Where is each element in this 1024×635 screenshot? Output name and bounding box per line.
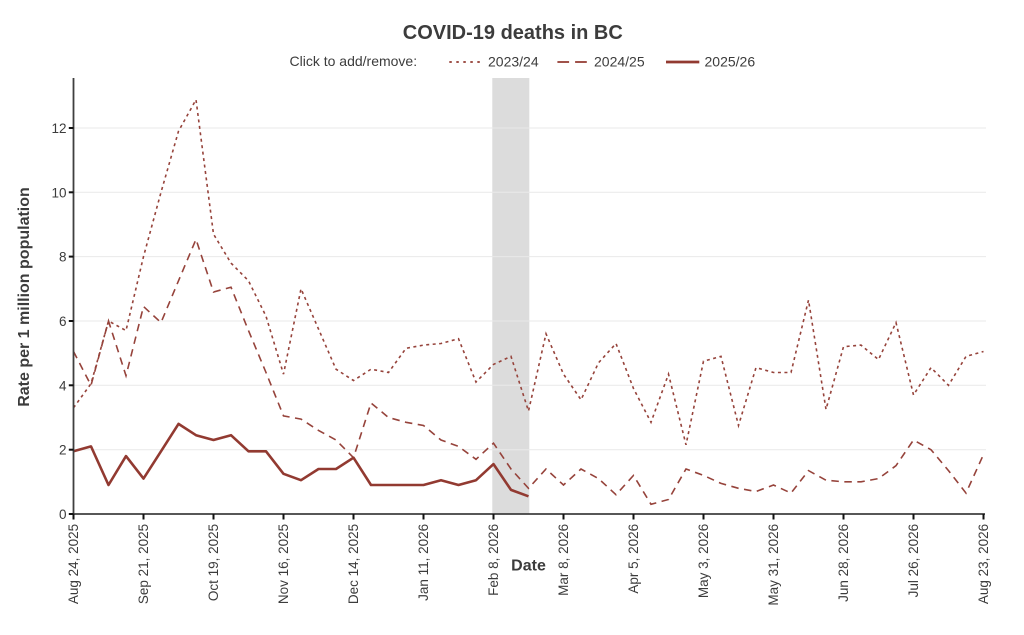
svg-text:2023/24: 2023/24 [488,54,539,70]
svg-text:Oct 19, 2025: Oct 19, 2025 [206,524,221,601]
svg-text:Dec 14, 2025: Dec 14, 2025 [346,524,361,604]
svg-text:Jul 26, 2026: Jul 26, 2026 [906,524,921,598]
svg-text:COVID-19 deaths in BC: COVID-19 deaths in BC [403,22,623,44]
svg-text:2024/25: 2024/25 [594,54,645,70]
svg-text:0: 0 [59,507,67,522]
svg-text:Nov 16, 2025: Nov 16, 2025 [276,524,291,604]
svg-text:Jan 11, 2026: Jan 11, 2026 [416,524,431,601]
svg-text:2: 2 [59,443,67,458]
svg-text:Sep 21, 2025: Sep 21, 2025 [136,524,151,604]
svg-text:Mar 8, 2026: Mar 8, 2026 [556,524,571,596]
svg-text:12: 12 [51,121,66,136]
svg-text:Feb 8, 2026: Feb 8, 2026 [486,524,501,596]
svg-text:Date: Date [511,558,546,575]
svg-text:Jun 28, 2026: Jun 28, 2026 [836,524,851,602]
svg-text:May 3, 2026: May 3, 2026 [696,524,711,598]
svg-text:10: 10 [51,185,66,200]
svg-text:Rate per 1 million population: Rate per 1 million population [16,187,33,407]
svg-text:Apr 5, 2026: Apr 5, 2026 [626,524,641,594]
svg-text:8: 8 [59,250,67,265]
svg-text:6: 6 [59,314,67,329]
svg-text:May 31, 2026: May 31, 2026 [766,524,781,606]
svg-text:4: 4 [59,378,67,393]
svg-text:Aug 23, 2026: Aug 23, 2026 [976,524,991,604]
svg-text:Aug 24, 2025: Aug 24, 2025 [66,524,81,604]
svg-text:Click to add/remove:: Click to add/remove: [290,53,418,69]
svg-text:2025/26: 2025/26 [705,54,756,70]
